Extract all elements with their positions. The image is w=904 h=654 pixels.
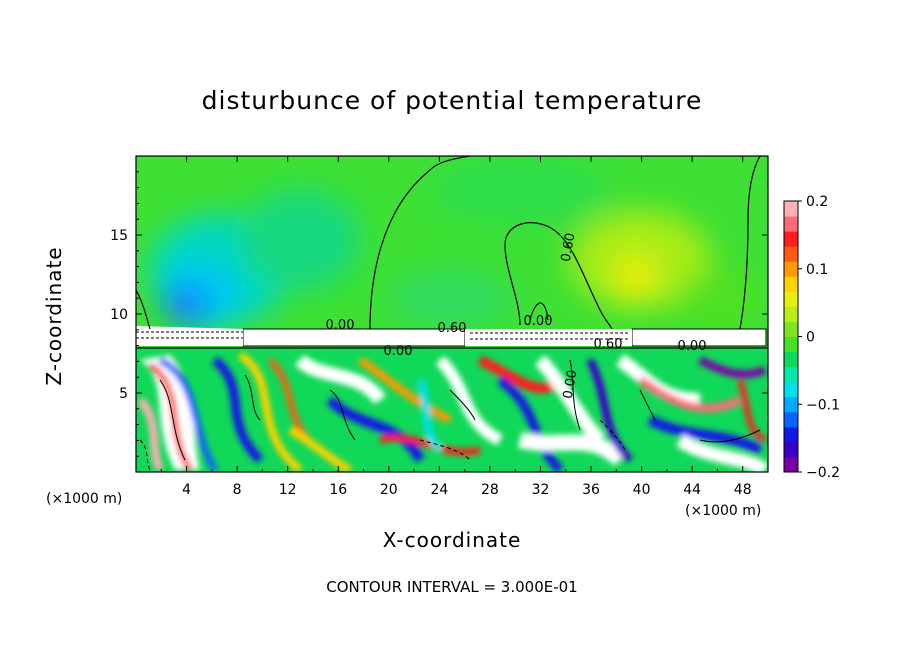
- contour-interval-footer: CONTOUR INTERVAL = 3.000E-01: [326, 578, 578, 596]
- x-tick-label: 48: [734, 482, 752, 498]
- colorbar-segment: [784, 246, 798, 262]
- heatmap-field: [136, 156, 768, 472]
- x-tick-label: 16: [329, 482, 347, 498]
- contour-label: 0.00: [561, 369, 581, 400]
- colorbar-segment: [784, 306, 798, 322]
- x-unit-left: (×1000 m): [46, 491, 123, 507]
- colorbar-segment: [784, 366, 798, 383]
- colorbar-tick-label: 0.2: [806, 194, 828, 210]
- x-tick-label: 44: [683, 482, 701, 498]
- x-tick-label: 12: [279, 482, 297, 498]
- contour-label: 0.60: [438, 321, 467, 336]
- colorbar-tick-label: −0.2: [806, 465, 840, 481]
- colorbar-segment: [784, 291, 798, 307]
- contour-label: 0.00: [384, 344, 413, 359]
- x-tick-label: 4: [182, 482, 191, 498]
- x-unit-right: (×1000 m): [685, 503, 762, 519]
- x-tick-label: 36: [582, 482, 600, 498]
- x-tick-label: 24: [430, 482, 448, 498]
- contour-label: 0.00: [678, 339, 707, 354]
- colorbar-segment: [784, 381, 798, 398]
- y-tick-label: 15: [110, 228, 128, 244]
- colorbar-segment: [784, 411, 798, 428]
- colorbar-tick-label: −0.1: [806, 397, 840, 413]
- y-tick-label: 5: [119, 386, 128, 402]
- colorbar-segment: [784, 201, 798, 217]
- colorbar-segment: [784, 231, 798, 247]
- contour-label: 0.60: [594, 337, 623, 352]
- contour-label: 0.00: [326, 318, 355, 333]
- y-tick-label: 10: [110, 307, 128, 323]
- colorbar-segment: [784, 216, 798, 232]
- chart-title: disturbunce of potential temperature: [201, 86, 703, 115]
- colorbar-segment: [784, 261, 798, 277]
- colorbar: [783, 200, 799, 473]
- x-axis-ticks: 4 8 12 16 20 24 28 32 36 40 44 48: [160, 156, 752, 498]
- colorbar-segment: [784, 321, 798, 337]
- colorbar-segment: [784, 276, 798, 292]
- x-tick-label: 28: [481, 482, 499, 498]
- colorbar-ticks: 0.2 0.1 0 −0.1 −0.2: [798, 194, 840, 481]
- colorbar-segment: [784, 426, 798, 443]
- contour-label: 0.60: [559, 232, 579, 263]
- colorbar-tick-label: 0.1: [806, 262, 828, 278]
- colorbar-segment: [784, 456, 798, 473]
- x-tick-label: 32: [532, 482, 550, 498]
- colorbar-segment: [784, 336, 798, 353]
- y-axis-ticks: 5 10 15: [110, 171, 768, 457]
- contour-label: 0.00: [524, 314, 553, 329]
- contour-labels: 0.00 0.60 0.00 0.60 0.00 0.60 0.00 0.00: [326, 232, 707, 400]
- colorbar-segment: [784, 396, 798, 413]
- x-axis-label: X-coordinate: [382, 528, 522, 552]
- colorbar-segment: [784, 351, 798, 368]
- x-tick-label: 8: [233, 482, 242, 498]
- x-tick-label: 20: [380, 482, 398, 498]
- x-tick-label: 40: [633, 482, 651, 498]
- colorbar-segment: [784, 441, 798, 458]
- colorbar-tick-label: 0: [806, 330, 815, 346]
